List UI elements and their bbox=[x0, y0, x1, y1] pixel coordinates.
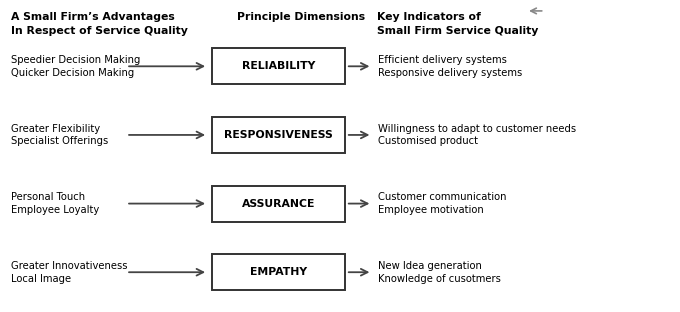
FancyBboxPatch shape bbox=[212, 254, 345, 290]
FancyBboxPatch shape bbox=[212, 48, 345, 84]
Text: Long Term Customer Relationships: Long Term Customer Relationships bbox=[644, 66, 654, 246]
Text: Customer communication
Employee motivation: Customer communication Employee motivati… bbox=[379, 192, 507, 215]
Text: Greater Innovativeness
Local Image: Greater Innovativeness Local Image bbox=[11, 261, 128, 284]
Text: Personal Touch
Employee Loyalty: Personal Touch Employee Loyalty bbox=[11, 192, 99, 215]
Text: EMPATHY: EMPATHY bbox=[250, 267, 307, 277]
Text: Efficient delivery systems
Responsive delivery systems: Efficient delivery systems Responsive de… bbox=[379, 55, 523, 78]
Text: Key Indicators of
Small Firm Service Quality: Key Indicators of Small Firm Service Qua… bbox=[377, 12, 538, 36]
Text: Greater Flexibility
Specialist Offerings: Greater Flexibility Specialist Offerings bbox=[11, 124, 108, 146]
Text: RELIABILITY: RELIABILITY bbox=[242, 61, 315, 71]
FancyBboxPatch shape bbox=[212, 117, 345, 153]
Text: Willingness to adapt to customer needs
Customised product: Willingness to adapt to customer needs C… bbox=[379, 124, 577, 146]
Text: New Idea generation
Knowledge of cusotmers: New Idea generation Knowledge of cusotme… bbox=[379, 261, 501, 284]
Text: Speedier Decision Making
Quicker Decision Making: Speedier Decision Making Quicker Decisio… bbox=[11, 55, 141, 78]
Text: ASSURANCE: ASSURANCE bbox=[242, 198, 315, 209]
Text: Principle Dimensions: Principle Dimensions bbox=[237, 12, 365, 22]
Text: A Small Firm’s Advantages
In Respect of Service Quality: A Small Firm’s Advantages In Respect of … bbox=[11, 12, 188, 36]
Text: RESPONSIVENESS: RESPONSIVENESS bbox=[224, 130, 333, 140]
FancyBboxPatch shape bbox=[212, 186, 345, 222]
